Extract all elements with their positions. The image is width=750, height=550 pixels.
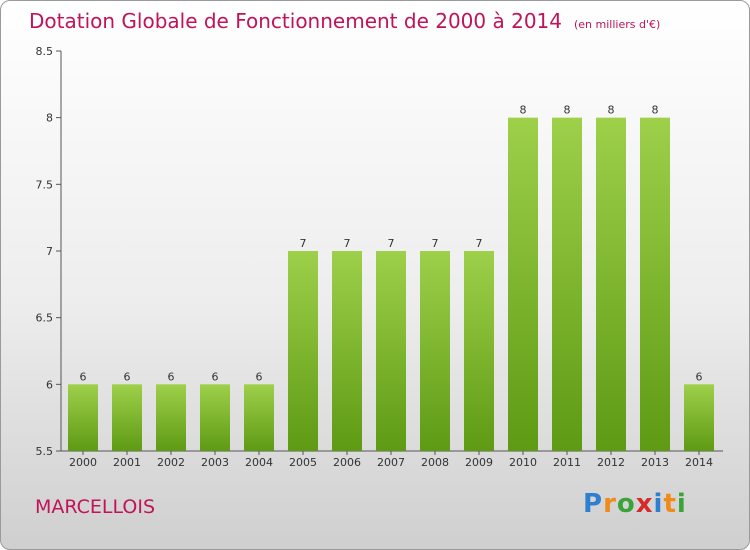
x-tick-label: 2006 (333, 456, 361, 469)
x-tick-label: 2005 (289, 456, 317, 469)
commune-name: MARCELLOIS (35, 496, 156, 518)
bar-2007 (376, 251, 406, 451)
data-label: 7 (388, 237, 395, 250)
logo-letter: i (676, 489, 687, 519)
x-tick-label: 2002 (157, 456, 185, 469)
bar-2009 (464, 251, 494, 451)
data-label: 7 (344, 237, 351, 250)
x-tick-label: 2003 (201, 456, 229, 469)
bar-2014 (684, 384, 714, 451)
bar-2011 (552, 117, 582, 452)
logo-letter: P (583, 489, 604, 519)
data-label: 7 (476, 237, 483, 250)
x-tick-label: 2012 (597, 456, 625, 469)
bar-2001 (112, 384, 142, 451)
x-tick-label: 2009 (465, 456, 493, 469)
x-tick-label: 2001 (113, 456, 141, 469)
x-tick-label: 2011 (553, 456, 581, 469)
y-tick-label: 5.5 (36, 445, 54, 458)
y-tick-label: 7 (46, 245, 53, 258)
chart-unit: (en milliers d'€) (574, 18, 661, 31)
x-tick-label: 2013 (641, 456, 669, 469)
bar-2013 (640, 117, 670, 452)
x-tick-label: 2014 (685, 456, 713, 469)
logo-letter: t (663, 489, 677, 519)
logo-letter: i (653, 489, 664, 519)
bar-2012 (596, 117, 626, 452)
data-label: 6 (124, 370, 131, 383)
x-tick-label: 2008 (421, 456, 449, 469)
data-label: 8 (652, 104, 659, 117)
x-tick-label: 2010 (509, 456, 537, 469)
bar-2005 (288, 251, 318, 451)
x-tick-label: 2000 (69, 456, 97, 469)
x-tick-label: 2004 (245, 456, 273, 469)
chart-title: Dotation Globale de Fonctionnement de 20… (29, 9, 660, 33)
data-label: 6 (168, 370, 175, 383)
logo-letter: o (616, 489, 636, 519)
bar-2008 (420, 251, 450, 451)
y-tick-label: 6.5 (36, 312, 54, 325)
proxiti-logo: Proxiti (583, 489, 687, 519)
bar-2010 (508, 117, 538, 452)
data-label: 8 (564, 104, 571, 117)
logo-letter: x (635, 489, 654, 519)
data-label: 7 (432, 237, 439, 250)
data-label: 8 (520, 104, 527, 117)
y-tick-label: 8 (46, 112, 53, 125)
data-label: 8 (608, 104, 615, 117)
logo-letter: r (603, 489, 617, 519)
data-label: 6 (212, 370, 219, 383)
y-tick-label: 6 (46, 378, 53, 391)
y-tick-label: 7.5 (36, 178, 54, 191)
axes: 5.5 6 6.5 7 7.5 8 8.5 2000 2001 2002 2003 2004 2005 2… (36, 45, 723, 469)
data-label: 6 (80, 370, 87, 383)
y-tick-label: 8.5 (36, 45, 54, 58)
chart-title-text: Dotation Globale de Fonctionnement de 20… (29, 9, 562, 33)
bar-2004 (244, 384, 274, 451)
x-tick-label: 2007 (377, 456, 405, 469)
data-label: 7 (300, 237, 307, 250)
data-label: 6 (256, 370, 263, 383)
bars: 6 6 6 6 6 7 7 7 7 7 8 8 8 8 6 (68, 104, 714, 452)
bar-2000 (68, 384, 98, 451)
bar-2003 (200, 384, 230, 451)
bar-2006 (332, 251, 362, 451)
bar-2002 (156, 384, 186, 451)
data-label: 6 (696, 370, 703, 383)
